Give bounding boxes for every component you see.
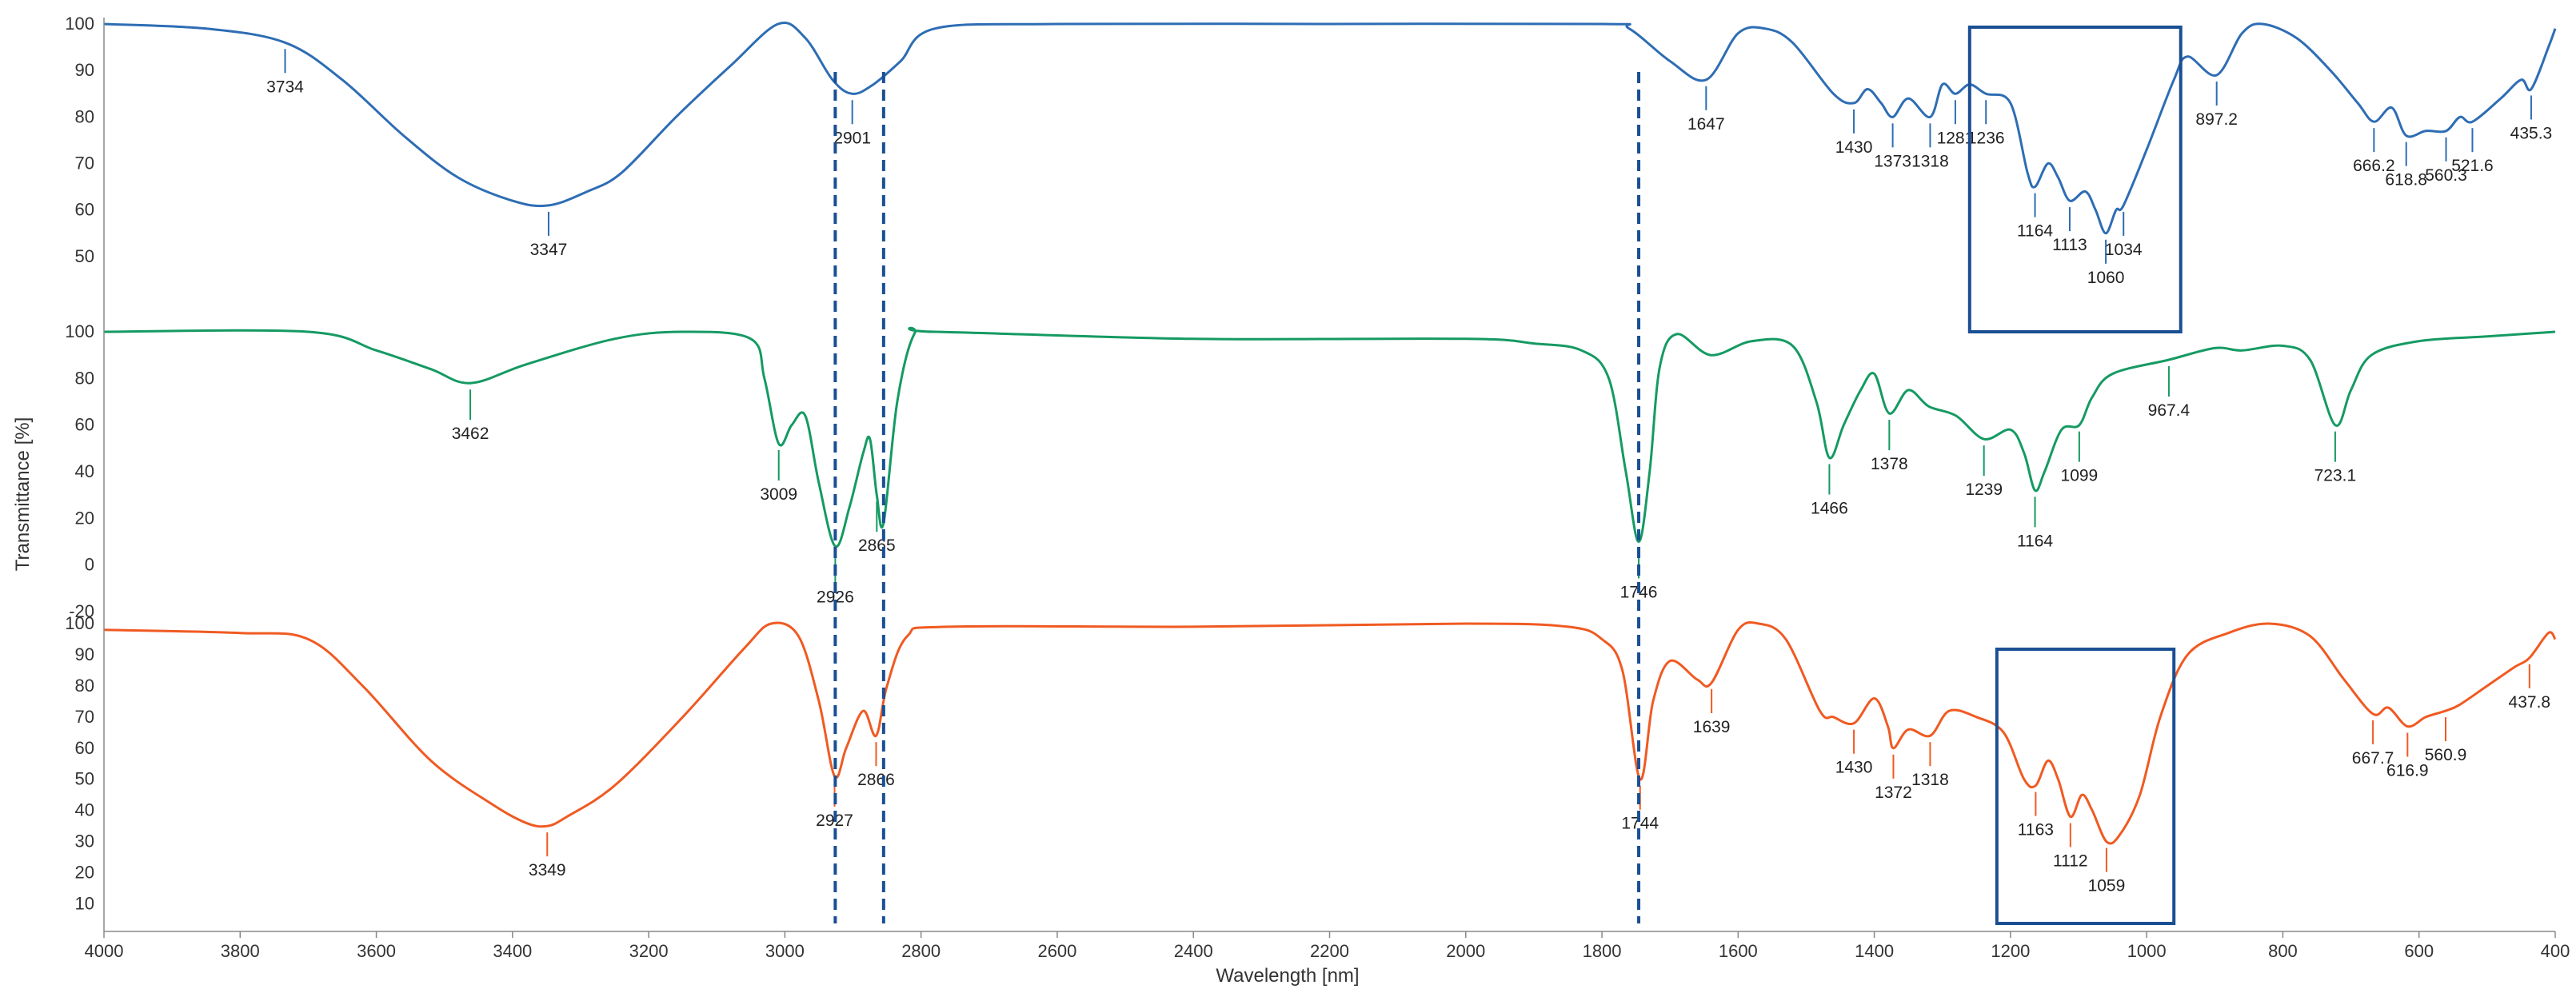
peak-label: 2901	[833, 129, 871, 147]
peak-label: 1060	[2087, 269, 2125, 287]
highlight-box	[1967, 26, 2183, 333]
peak-label: 618.8	[2385, 171, 2427, 189]
peak-label: 3349	[529, 861, 566, 879]
peak-label: 1639	[1693, 718, 1731, 736]
peak-label: 521.6	[2451, 157, 2494, 175]
y-tick-label: -20	[69, 601, 94, 621]
spectrum-line-3	[103, 620, 2557, 845]
peak-label: 560.9	[2425, 746, 2467, 764]
peak-label: 1372	[1875, 784, 1912, 802]
peak-label: 1112	[2053, 851, 2088, 870]
y-tick-label: 50	[75, 246, 94, 266]
peak-label: 1059	[2088, 877, 2126, 895]
y-tick-label: 60	[75, 738, 94, 758]
peak-label: 3347	[530, 241, 568, 259]
peak-label: 2866	[857, 771, 895, 789]
x-tick-label: 600	[2404, 941, 2434, 961]
peak-label: 1373	[1874, 152, 1911, 170]
peak-label: 897.2	[2195, 110, 2238, 129]
peak-label: 3734	[266, 78, 304, 96]
y-tick-label: 40	[75, 800, 94, 820]
y-axis-title: Transmittance [%]	[12, 417, 34, 572]
y-tick-label: 80	[75, 106, 94, 126]
peak-label: 1281	[1937, 129, 1975, 147]
peak-label: 1466	[1811, 500, 1848, 518]
y-tick-label: 40	[75, 461, 94, 481]
peak-label: 435.3	[2510, 124, 2553, 142]
peak-label: 723.1	[2314, 467, 2357, 485]
x-tick-label: 3800	[221, 941, 260, 961]
y-tick-label: 20	[75, 508, 94, 528]
x-tick-label: 1000	[2127, 941, 2167, 961]
x-tick-label: 2600	[1037, 941, 1076, 961]
peak-label: 1378	[1871, 455, 1908, 473]
y-tick-label: 100	[65, 321, 94, 341]
x-tick-label: 3200	[629, 941, 669, 961]
y-tick-label: 90	[75, 60, 94, 80]
x-tick-label: 1200	[1991, 941, 2030, 961]
peak-label: 1647	[1687, 115, 1725, 134]
y-tick-label: 60	[75, 200, 94, 220]
peak-label: 1236	[1967, 129, 2005, 147]
x-tick-label: 1600	[1719, 941, 1758, 961]
x-axis-title: Wavelength [nm]	[1216, 965, 1359, 987]
peak-label: 667.7	[2352, 749, 2394, 768]
peak-label: 1113	[2052, 236, 2087, 254]
peak-label: 2926	[817, 588, 854, 606]
x-tick-label: 3400	[493, 941, 532, 961]
x-tick-label: 2800	[901, 941, 941, 961]
y-tick-label: 60	[75, 415, 94, 435]
y-tick-label: 30	[75, 831, 94, 851]
peak-label: 1164	[2017, 222, 2053, 241]
spectrum-line-1	[103, 22, 2557, 235]
x-tick-label: 1800	[1583, 941, 1622, 961]
peak-label: 1318	[1911, 771, 1949, 789]
x-tick-label: 3600	[357, 941, 396, 961]
spectrum-line-2	[103, 326, 2556, 548]
peak-label: 967.4	[2148, 401, 2191, 420]
peak-label: 1430	[1835, 138, 1873, 157]
x-tick-label: 800	[2268, 941, 2298, 961]
y-tick-label: 100	[65, 14, 94, 34]
peak-label: 437.8	[2509, 693, 2551, 712]
y-tick-label: 80	[75, 368, 94, 388]
peak-label: 1430	[1835, 759, 1873, 777]
peak-label: 1034	[2105, 241, 2143, 259]
axis-layer: 4000 3800 3600 3400 3200 3000 2800 2600 2400 2200…	[65, 14, 2570, 961]
x-tick-label: 4000	[85, 941, 124, 961]
peak-label: 1318	[1911, 152, 1949, 170]
y-tick-label: 90	[75, 644, 94, 664]
peak-label: 3462	[452, 425, 489, 443]
y-tick-label: 50	[75, 769, 94, 789]
peak-label: 616.9	[2386, 762, 2429, 780]
y-tick-label: 0	[85, 555, 94, 575]
peak-label: 2865	[858, 536, 896, 555]
x-tick-label: 2400	[1174, 941, 1213, 961]
x-tick-label: 2200	[1310, 941, 1349, 961]
peak-label: 1744	[1621, 815, 1659, 833]
x-tick-label: 3000	[765, 941, 805, 961]
peak-label: 1164	[2017, 532, 2053, 550]
peak-label: 1163	[2018, 821, 2054, 839]
y-tick-label: 10	[75, 894, 94, 914]
x-tick-label: 1400	[1855, 941, 1894, 961]
y-tick-label: 100	[65, 613, 94, 633]
x-tick-label: 2000	[1446, 941, 1485, 961]
peak-label: 3009	[760, 485, 797, 504]
peak-label: 666.2	[2353, 157, 2395, 175]
peak-label: 1239	[1965, 481, 2003, 499]
y-tick-label: 20	[75, 863, 94, 883]
y-tick-label: 70	[75, 707, 94, 727]
highlight-box	[1995, 648, 2176, 925]
peak-label: 1099	[2061, 467, 2099, 485]
annotation-layer	[833, 26, 2183, 925]
y-tick-label: 70	[75, 154, 94, 173]
y-tick-label: 80	[75, 676, 94, 696]
x-tick-label: 400	[2541, 941, 2570, 961]
peak-label: 560.3	[2425, 166, 2467, 185]
